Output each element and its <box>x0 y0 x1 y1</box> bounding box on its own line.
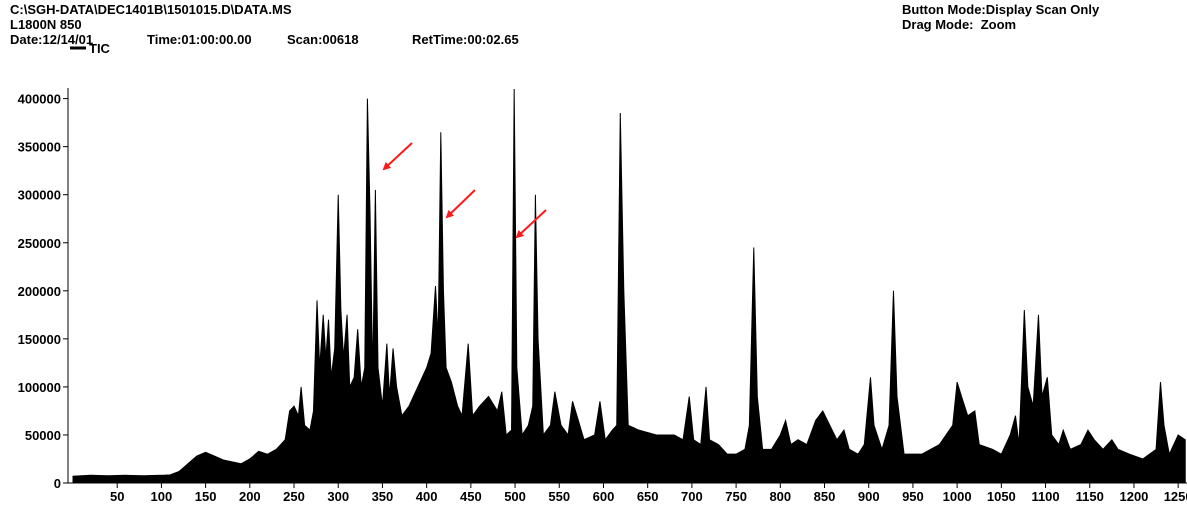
y-tick-label: 0 <box>54 476 61 491</box>
x-tick-label: 800 <box>769 489 791 504</box>
x-tick-label: 150 <box>195 489 217 504</box>
x-tick-label: 1250 <box>1164 489 1187 504</box>
y-tick-label: 350000 <box>18 140 61 155</box>
scan: Scan:00618 <box>287 32 359 47</box>
x-tick-label: 250 <box>283 489 305 504</box>
x-tick-label: 900 <box>858 489 880 504</box>
x-tick-label: 1000 <box>943 489 972 504</box>
x-tick-label: 950 <box>902 489 924 504</box>
x-tick-label: 1050 <box>987 489 1016 504</box>
x-tick-label: 1100 <box>1031 489 1059 504</box>
x-tick-label: 700 <box>681 489 703 504</box>
y-tick-label: 150000 <box>18 332 61 347</box>
y-tick-label: 400000 <box>18 92 61 107</box>
x-tick-label: 450 <box>460 489 482 504</box>
x-tick-label: 1150 <box>1076 489 1104 504</box>
x-tick-label: 200 <box>239 489 261 504</box>
x-tick-label: 550 <box>548 489 570 504</box>
arrow <box>445 189 476 219</box>
y-tick-label: 50000 <box>25 428 61 443</box>
arrow <box>382 142 413 171</box>
x-tick-label: 300 <box>327 489 349 504</box>
y-tick-label: 200000 <box>18 284 61 299</box>
x-tick-label: 1200 <box>1119 489 1148 504</box>
x-tick-label: 350 <box>372 489 394 504</box>
x-tick-label: 650 <box>637 489 659 504</box>
x-tick-label: 50 <box>110 489 124 504</box>
file-path: C:\SGH-DATA\DEC1401B\1501015.D\DATA.MS <box>10 2 292 17</box>
x-tick-label: 500 <box>504 489 526 504</box>
x-tick-label: 100 <box>151 489 173 504</box>
y-tick-label: 300000 <box>18 188 61 203</box>
x-tick-label: 750 <box>725 489 747 504</box>
arrow <box>515 209 547 239</box>
x-tick-label: 850 <box>814 489 836 504</box>
y-tick-label: 100000 <box>18 380 61 395</box>
x-tick-label: 400 <box>416 489 438 504</box>
date: Date:12/14/01 <box>10 32 93 47</box>
x-tick-label: 600 <box>593 489 615 504</box>
button-mode: Button Mode:Display Scan Only <box>902 2 1100 17</box>
drag-mode: Drag Mode: Zoom <box>902 17 1016 32</box>
legend-label: TIC <box>89 41 111 56</box>
tic-trace <box>72 88 1186 484</box>
ret-time: RetTime:00:02.65 <box>412 32 519 47</box>
y-tick-label: 250000 <box>18 236 61 251</box>
time: Time:01:00:00.00 <box>147 32 252 47</box>
sample-name: L1800N 850 <box>10 17 82 32</box>
